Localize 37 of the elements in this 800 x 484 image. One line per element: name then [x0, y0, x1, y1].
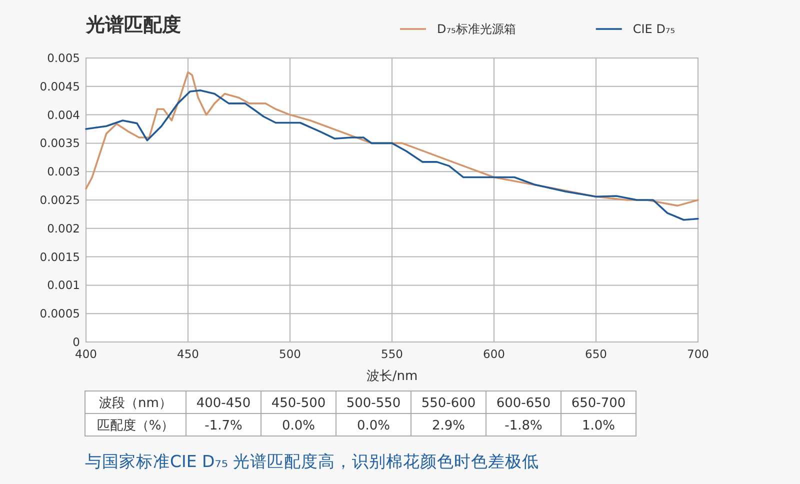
chart-title: 光谱匹配度 [85, 14, 181, 36]
text: 与国家标准CIE D₇₅ 光谱匹配度高，识别棉花颜色时色差极低 [85, 452, 540, 471]
x-tick-label: 400 [75, 347, 97, 361]
category-label: 650-700 [571, 396, 626, 411]
category-label: 600-650 [496, 396, 551, 411]
y-tick-label: 0.0015 [40, 250, 80, 264]
text: 0.0% [282, 418, 316, 434]
text: 2.9% [432, 418, 466, 434]
text: -1.8% [504, 418, 542, 434]
category-label: 550-600 [421, 396, 476, 411]
y-tick-label: 0.0045 [40, 79, 80, 94]
x-tick-label: 500 [279, 347, 301, 361]
x-axis-title: 波长/nm [366, 369, 418, 384]
y-tick-label: 0.001 [47, 278, 80, 292]
category-label: 450-500 [271, 396, 326, 411]
x-tick-label: 600 [483, 347, 505, 361]
x-tick-label: 550 [381, 347, 403, 361]
y-tick-label: 0 [72, 335, 80, 349]
legend-label: D₇₅标准光源箱 [437, 22, 516, 36]
text: -1.7% [204, 418, 242, 434]
y-tick-label: 0.0005 [40, 306, 80, 321]
x-tick-label: 650 [585, 347, 607, 361]
y-tick-label: 0.004 [47, 108, 80, 122]
legend-label: CIE D₇₅ [632, 22, 676, 36]
y-tick-label: 0.0025 [40, 193, 80, 207]
category-label: 400-450 [196, 396, 251, 411]
text: 0.0% [356, 418, 390, 434]
x-tick-label: 450 [177, 347, 199, 361]
y-tick-label: 0.003 [47, 164, 80, 179]
x-tick-label: 700 [687, 347, 709, 361]
y-tick-label: 0.005 [47, 51, 80, 65]
text: 波段（nm） [99, 396, 172, 411]
y-tick-label: 0.002 [47, 221, 80, 236]
text: 1.0% [582, 418, 616, 434]
text: 匹配度（%） [96, 418, 174, 434]
category-label: 500-550 [346, 396, 401, 411]
y-tick-label: 0.0035 [40, 136, 80, 150]
